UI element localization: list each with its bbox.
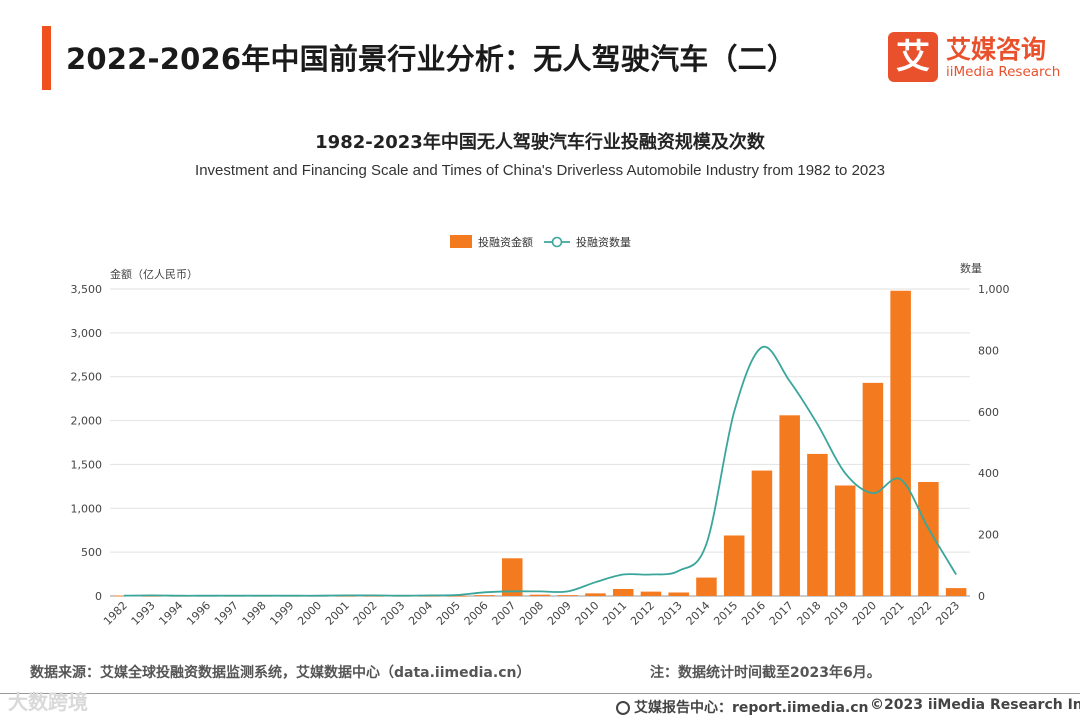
y-right-tick-label: 0 (978, 590, 985, 603)
x-tick-label: 2023 (933, 599, 962, 628)
x-tick-label: 1999 (267, 599, 296, 628)
y-right-tick-label: 1,000 (978, 283, 1010, 296)
bar-2018 (807, 453, 828, 596)
x-tick-label: 2000 (295, 599, 324, 628)
logo-english-name: iiMedia Research (946, 64, 1061, 80)
bar-2010 (585, 593, 606, 596)
legend-bar-swatch (450, 235, 472, 248)
x-tick-label: 1997 (212, 599, 241, 628)
x-tick-label: 2013 (656, 599, 685, 628)
legend-amount-label: 投融资金额 (478, 235, 533, 249)
x-tick-label: 1998 (240, 599, 269, 628)
x-tick-label: 1996 (184, 599, 213, 628)
x-tick-label: 1993 (129, 599, 158, 628)
x-tick-label: 1982 (101, 599, 130, 628)
x-tick-label: 2004 (406, 599, 435, 628)
y-right-tick-label: 400 (978, 467, 999, 480)
bar-2009 (557, 595, 579, 596)
x-tick-label: 2003 (378, 599, 407, 628)
logo-mark-icon: 艾 (888, 32, 938, 82)
y-left-tick-label: 500 (81, 546, 102, 559)
page-title: 2022-2026年中国前景行业分析：无人驾驶汽车（二） (66, 42, 797, 76)
combo-chart: 0 500 1,000 1,500 2,000 2,500 3,000 3,500 0 200 40… (71, 235, 1010, 628)
x-tick-label: 2021 (878, 599, 907, 628)
count-series-line (123, 345, 957, 597)
report-center-link[interactable]: 艾媒报告中心：report.iimedia.cn (616, 697, 869, 717)
x-tick-label: 2009 (545, 599, 574, 628)
logo-chinese-name: 艾媒咨询 (946, 35, 1047, 64)
y-left-tick-label: 1,500 (71, 458, 103, 471)
statistics-date-note: 注：数据统计时间截至2023年6月。 (650, 665, 881, 681)
bar-2015 (723, 535, 745, 596)
bar-2005 (446, 595, 468, 597)
x-tick-label: 2007 (489, 599, 518, 628)
y-left-tick-label: 2,000 (71, 415, 103, 428)
bar-2020 (862, 382, 884, 596)
x-tick-label: 1994 (156, 599, 185, 628)
x-tick-label: 2010 (573, 599, 602, 628)
y-right-tick-label: 200 (978, 529, 999, 542)
bar-2019 (834, 485, 856, 596)
x-tick-label: 2008 (517, 599, 546, 628)
y-left-tick-label: 3,500 (71, 283, 103, 296)
x-tick-label: 2001 (323, 599, 352, 628)
x-tick-label: 2002 (351, 599, 380, 628)
x-tick-label: 2017 (767, 599, 796, 628)
bar-2013 (668, 592, 689, 596)
x-tick-label: 2012 (628, 599, 657, 628)
brand-logo: 艾 艾媒咨询 iiMedia Research (888, 30, 1068, 86)
y-left-tick-label: 1,000 (71, 502, 103, 515)
bar-2012 (640, 591, 662, 596)
data-source-note: 数据来源：艾媒全球投融资数据监测系统，艾媒数据中心（data.iimedia.c… (30, 665, 531, 681)
report-center-text: 艾媒报告中心：report.iimedia.cn (634, 700, 869, 716)
globe-icon (616, 701, 630, 715)
bar-2006 (474, 595, 495, 596)
x-tick-label: 2019 (822, 599, 851, 628)
x-tick-label: 2016 (739, 599, 768, 628)
bar-1982 (113, 595, 135, 597)
bar-2014 (696, 577, 717, 596)
bar-2008 (529, 594, 551, 596)
bar-2016 (751, 470, 773, 596)
chart-subtitle: Investment and Financing Scale and Times… (195, 162, 885, 179)
y-left-tick-label: 2,500 (71, 371, 103, 384)
x-tick-label: 2006 (462, 599, 491, 628)
x-tick-label: 2022 (906, 599, 935, 628)
y-left-axis-label: 金额（亿人民币） (110, 267, 198, 281)
y-right-tick-label: 800 (978, 344, 999, 357)
bar-2021 (890, 290, 911, 596)
x-tick-label: 2011 (600, 599, 629, 628)
bar-2007 (501, 558, 523, 596)
bar-2022 (918, 481, 939, 596)
y-left-tick-label: 3,000 (71, 327, 103, 340)
title-accent-bar (42, 26, 51, 90)
y-right-axis-label: 数量 (960, 262, 982, 275)
x-tick-label: 2018 (795, 599, 824, 628)
copyright-text: ©2023 iiMedia Research Inc (870, 697, 1080, 713)
legend-line-marker (551, 236, 563, 248)
x-tick-label: 2015 (711, 599, 740, 628)
x-tick-label: 2014 (684, 599, 713, 628)
bar-2017 (779, 415, 800, 596)
x-tick-label: 2020 (850, 599, 879, 628)
watermark-text: 大数跨境 (8, 690, 88, 714)
chart-title: 1982-2023年中国无人驾驶汽车行业投融资规模及次数 (315, 132, 765, 153)
x-tick-label: 2005 (434, 599, 463, 628)
bar-2023 (945, 588, 967, 596)
bar-2011 (612, 588, 634, 596)
y-right-tick-label: 600 (978, 406, 999, 419)
legend-count-label: 投融资数量 (576, 235, 631, 249)
footer-divider (0, 693, 1080, 694)
y-left-tick-label: 0 (95, 590, 102, 603)
